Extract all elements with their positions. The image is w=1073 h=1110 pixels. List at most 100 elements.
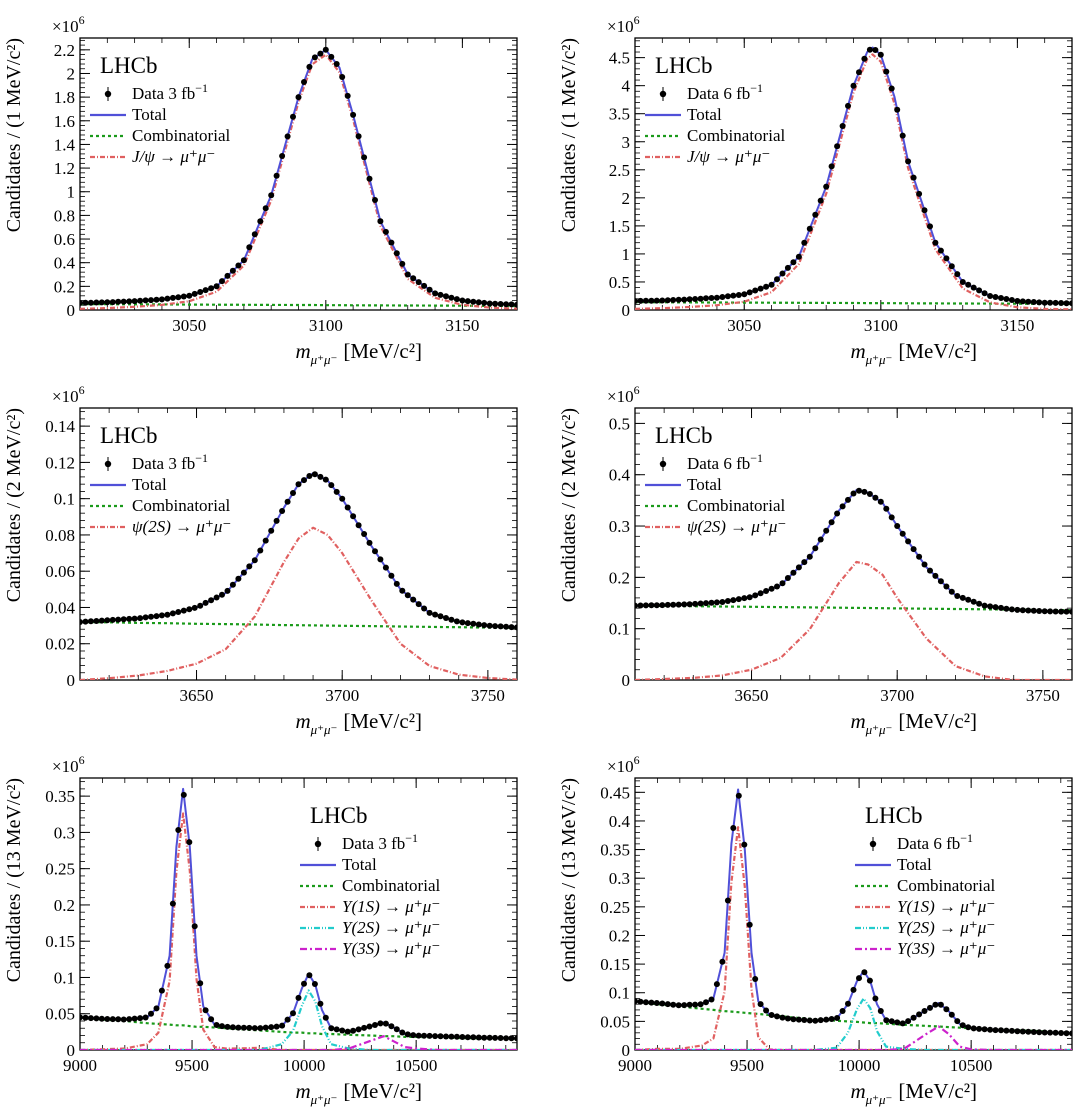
- data-point: [834, 510, 841, 517]
- data-point: [828, 519, 835, 526]
- data-point: [905, 538, 912, 545]
- legend-entry-sig3: Υ(3S) → μ⁺μ⁻: [342, 939, 440, 958]
- y-tick-label: 0.5: [609, 414, 630, 433]
- x-axis-label-sub: μ⁺μ⁻: [310, 352, 338, 367]
- data-point: [279, 153, 286, 159]
- data-point: [87, 299, 94, 306]
- data-point: [262, 1024, 269, 1031]
- data-point: [87, 618, 94, 625]
- legend-entry-text: Υ(2S) → μ⁺μ⁻: [342, 918, 440, 937]
- data-point: [954, 593, 961, 599]
- data-point: [1030, 607, 1037, 614]
- data-point: [872, 995, 879, 1002]
- data-point: [795, 1016, 802, 1023]
- y-tick-label: 0.2: [609, 926, 630, 945]
- x-axis-label-var: m: [295, 1079, 310, 1103]
- data-point: [981, 290, 988, 297]
- x-tick-label: 3700: [325, 686, 359, 705]
- legend-entry-text: Data 6 fb: [897, 834, 960, 853]
- data-point: [692, 1001, 699, 1008]
- data-point: [1025, 1028, 1032, 1035]
- plot-frame: [634, 407, 1073, 681]
- data-point: [268, 1024, 275, 1031]
- data-point: [856, 487, 862, 494]
- data-point: [497, 623, 504, 630]
- legend-entry-text: Total: [342, 855, 377, 874]
- data-point: [273, 172, 280, 179]
- data-point: [415, 279, 422, 286]
- y-tick-label: 0.1: [54, 490, 75, 509]
- data-point: [1069, 1030, 1072, 1037]
- data-point: [120, 1016, 127, 1023]
- series-comb-line: [80, 620, 517, 629]
- data-point: [350, 111, 357, 118]
- data-point: [93, 299, 100, 306]
- legend-entry-sup: −1: [405, 831, 418, 845]
- y-tick-label: 0.2: [609, 568, 630, 587]
- data-point: [806, 553, 813, 560]
- data-point: [415, 601, 422, 608]
- legend-entry-sig1: ψ(2S) → μ⁺μ⁻: [687, 517, 786, 536]
- data-point: [823, 1016, 830, 1023]
- x-tick-label: 3700: [880, 686, 914, 705]
- data-point: [115, 298, 122, 305]
- data-point: [697, 1001, 704, 1008]
- data-point: [104, 1016, 111, 1022]
- x-axis-label-units: [MeV/c²]: [343, 339, 422, 363]
- y-tick-label: 0: [67, 1041, 76, 1060]
- data-point: [437, 291, 444, 298]
- data-point: [388, 1023, 395, 1030]
- data-point: [131, 1015, 138, 1022]
- data-point: [393, 580, 400, 587]
- data-point: [235, 575, 242, 582]
- data-point: [399, 1029, 406, 1036]
- data-point: [763, 588, 770, 594]
- data-point: [251, 231, 258, 238]
- data-point: [943, 1006, 950, 1013]
- data-point: [366, 175, 373, 182]
- data-point: [987, 603, 994, 610]
- data-point: [213, 1022, 220, 1028]
- data-point: [932, 1001, 939, 1008]
- data-point: [104, 617, 111, 624]
- data-point: [741, 595, 748, 602]
- data-point: [894, 523, 901, 529]
- data-point: [257, 547, 264, 554]
- data-point: [642, 602, 649, 609]
- x-axis-label-sub: μ⁺μ⁻: [865, 1092, 893, 1107]
- legend-entry-sig1: J/ψ → μ⁺μ⁻: [687, 147, 770, 166]
- data-point: [992, 604, 999, 611]
- legend-entry-sig3: Υ(3S) → μ⁺μ⁻: [897, 939, 995, 958]
- data-point: [404, 271, 411, 278]
- data-point: [453, 1033, 460, 1040]
- data-point: [681, 296, 688, 303]
- data-point: [251, 1025, 258, 1032]
- y-tick-label: 0.45: [600, 783, 630, 802]
- data-point: [735, 792, 742, 799]
- data-point: [142, 297, 149, 304]
- data-point: [812, 211, 819, 218]
- data-point: [998, 295, 1004, 301]
- data-point: [322, 476, 329, 483]
- data-point: [659, 602, 666, 609]
- data-point: [976, 1025, 983, 1032]
- data-point: [1025, 607, 1032, 614]
- data-point: [311, 54, 318, 61]
- plot-frame: [79, 407, 518, 681]
- data-point: [763, 1007, 770, 1014]
- data-point: [675, 296, 682, 303]
- data-point: [115, 616, 122, 623]
- data-point: [142, 1014, 149, 1021]
- data-point: [109, 299, 116, 306]
- y-tick-label: 2: [622, 189, 631, 208]
- data-point: [481, 622, 488, 629]
- data-point: [486, 1034, 493, 1041]
- data-point: [883, 68, 890, 75]
- data-point: [774, 1013, 780, 1020]
- data-point: [1036, 1029, 1043, 1036]
- data-point: [1014, 606, 1021, 613]
- legend-entry-text: Total: [132, 105, 167, 124]
- data-point: [899, 530, 906, 537]
- data-point: [497, 1035, 504, 1041]
- data-point: [664, 601, 671, 608]
